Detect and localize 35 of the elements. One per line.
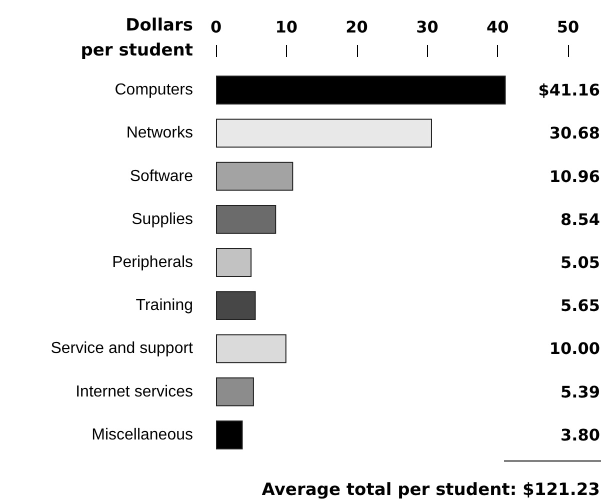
bar — [216, 248, 252, 277]
y-tick-label: Internet services — [76, 383, 193, 400]
bar — [216, 118, 432, 148]
y-tick-label: Service and support — [50, 340, 194, 358]
y-tick-label: Computers — [114, 82, 193, 99]
y-tick-label: Supplies — [132, 210, 193, 228]
x-tick-label: 0 — [210, 18, 222, 36]
bar — [216, 334, 286, 364]
x-tick-label: 30 — [416, 18, 438, 36]
bar — [216, 420, 243, 450]
data-label: 5.65 — [560, 296, 600, 316]
data-label: $41.16 — [538, 80, 600, 100]
x-tick-label: 20 — [346, 18, 368, 36]
x-tick-label: 40 — [486, 18, 509, 36]
text: Average total per student: $121.23 — [262, 480, 600, 499]
data-label: 3.80 — [560, 425, 600, 444]
bar — [216, 291, 256, 320]
data-label: 10.96 — [549, 166, 600, 186]
y-tick-label: Software — [130, 168, 194, 185]
y-tick-label: Miscellaneous — [92, 426, 193, 444]
data-label: 30.68 — [549, 124, 600, 143]
y-tick-label: Networks — [126, 124, 193, 142]
data-label: 5.39 — [560, 382, 600, 402]
bar — [216, 162, 294, 191]
bar — [216, 76, 506, 104]
y-tick-label: Training — [136, 297, 193, 314]
data-label: 8.54 — [560, 210, 600, 229]
x-tick-label: 10 — [275, 18, 298, 36]
x-axis-title: Dollars per student — [80, 16, 193, 60]
x-tick-label: 50 — [556, 18, 580, 36]
bar — [216, 204, 276, 234]
data-label: 5.05 — [560, 253, 600, 272]
bar — [216, 377, 254, 406]
y-tick-label: Peripherals — [112, 254, 193, 271]
data-label: 10.00 — [549, 339, 600, 358]
